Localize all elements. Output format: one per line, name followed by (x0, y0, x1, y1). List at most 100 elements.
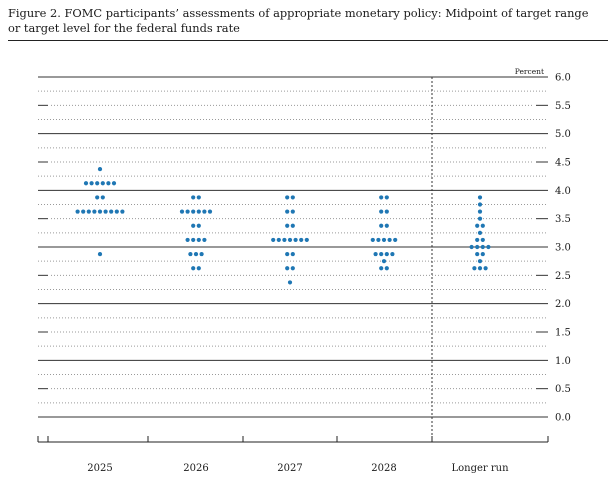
participant-dot (276, 237, 281, 243)
participant-dot (271, 237, 276, 243)
y-tick-label: 5.0 (555, 129, 571, 140)
participant-dot (285, 223, 290, 228)
participant-dot (191, 237, 196, 243)
participant-dot (379, 209, 384, 214)
participant-dot (202, 209, 207, 214)
participant-dot (207, 209, 213, 214)
participant-dot (100, 181, 105, 186)
participant-dot (472, 266, 477, 271)
participant-dot (379, 251, 384, 257)
participant-dot (285, 195, 290, 200)
participant-dot (376, 237, 381, 243)
participant-dot (92, 209, 97, 214)
participant-dot (384, 251, 389, 257)
participant-dot (477, 195, 483, 200)
participant-dot (381, 259, 387, 264)
participant-dot (290, 266, 295, 271)
participant-dot (393, 237, 398, 243)
percent-unit-label: Percent (515, 67, 544, 76)
participant-dot (373, 251, 378, 257)
participant-dot (299, 237, 304, 243)
x-category-label: 2027 (277, 463, 302, 474)
y-tick-label: 0.5 (555, 384, 571, 395)
participant-dot (285, 251, 290, 257)
participant-dot (290, 223, 295, 228)
grid-lines (38, 76, 548, 418)
participant-dot (185, 209, 190, 214)
y-tick-label: 6.0 (555, 73, 571, 84)
participant-dot (379, 223, 384, 228)
y-axis: 6.0 5.5 5.0 4.5 4.0 3.5 3.0 2.5 2.0 1.5 1.0 0.5 0.0 (555, 73, 571, 424)
dots-layer (75, 166, 491, 285)
y-tick-label: 0.0 (555, 413, 571, 424)
participant-dot (97, 166, 103, 172)
participant-dot (486, 244, 491, 250)
participant-dot (480, 237, 485, 243)
y-tick-label: 1.5 (555, 328, 571, 339)
participant-dot (193, 251, 199, 257)
participant-dot (89, 181, 94, 186)
participant-dot (477, 202, 483, 207)
title-underline (8, 40, 608, 41)
participant-dot (191, 266, 196, 271)
participant-dot (480, 244, 485, 250)
participant-dot (384, 223, 389, 228)
participant-dot (304, 237, 309, 243)
participant-dot (196, 223, 201, 228)
chart-title-line-1: Figure 2. FOMC participants’ assessments… (8, 6, 589, 20)
chart-title: Figure 2. FOMC participants’ assessments… (8, 6, 608, 36)
x-axis: 2025 2026 2027 2028 Longer run (37, 436, 549, 474)
participant-dot (480, 223, 485, 228)
x-category-label: 2026 (183, 463, 208, 474)
y-tick-label: 2.0 (555, 299, 571, 310)
y-tick-label: 5.5 (555, 101, 571, 112)
participant-dot (477, 216, 483, 221)
participant-dot (81, 209, 86, 214)
participant-dot (179, 209, 185, 214)
participant-dot (109, 209, 114, 214)
participant-dot (285, 209, 290, 214)
participant-dot (477, 230, 483, 235)
participant-dot (290, 195, 295, 200)
participant-dot (480, 251, 485, 257)
participant-dot (477, 259, 483, 264)
participant-dot (120, 209, 125, 214)
y-tick-label: 4.0 (555, 186, 571, 197)
y-tick-label: 1.0 (555, 356, 571, 367)
participant-dot (390, 251, 395, 257)
participant-dot (387, 237, 392, 243)
participant-dot (196, 237, 201, 243)
chart-title-line-2: or target level for the federal funds ra… (8, 21, 240, 35)
participant-dot (111, 181, 117, 186)
participant-dot (100, 195, 105, 200)
participant-dot (191, 223, 196, 228)
participant-dot (202, 237, 207, 243)
participant-dot (199, 251, 204, 257)
participant-dot (114, 209, 119, 214)
participant-dot (103, 209, 108, 214)
y-tick-label: 4.5 (555, 158, 571, 169)
participant-dot (287, 237, 293, 243)
participant-dot (287, 280, 293, 285)
participant-dot (384, 195, 389, 200)
participant-dot (196, 195, 201, 200)
participant-dot (86, 209, 91, 214)
x-category-label: 2028 (371, 463, 396, 474)
participant-dot (475, 223, 480, 228)
participant-dot (475, 251, 480, 257)
participant-dot (188, 251, 193, 257)
y-tick-label: 3.0 (555, 243, 571, 254)
y-tick-label: 2.5 (555, 271, 571, 282)
participant-dot (95, 195, 100, 200)
participant-dot (191, 195, 196, 200)
participant-dot (379, 266, 384, 271)
participant-dot (370, 237, 375, 243)
x-category-label: Longer run (451, 463, 509, 474)
participant-dot (196, 266, 201, 271)
participant-dot (475, 244, 480, 250)
participant-dot (95, 181, 100, 186)
participant-dot (290, 251, 295, 257)
participant-dot (185, 237, 190, 243)
participant-dot (477, 209, 483, 214)
participant-dot (106, 181, 111, 186)
